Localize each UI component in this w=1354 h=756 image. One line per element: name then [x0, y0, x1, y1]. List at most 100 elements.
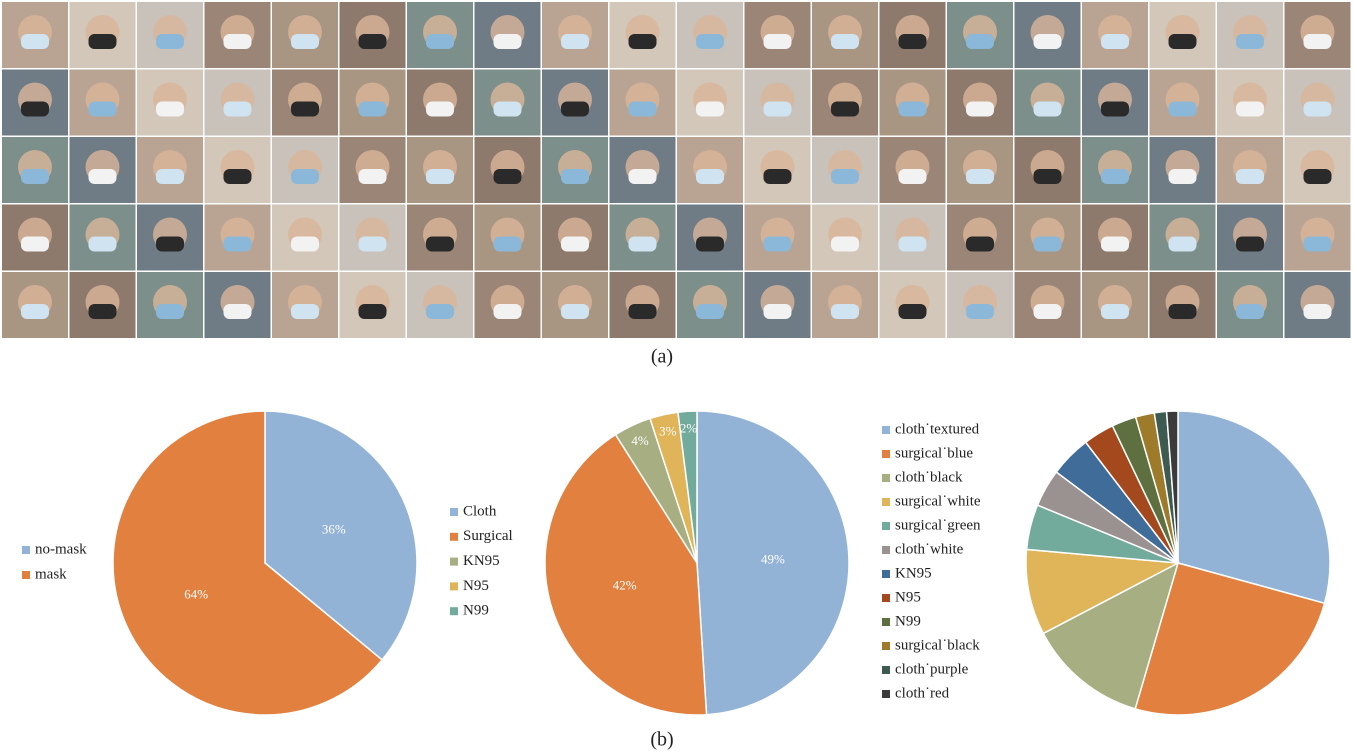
mask-shape	[21, 34, 49, 49]
mask-shape	[494, 237, 522, 252]
legend-swatch	[882, 522, 890, 530]
legend-swatch	[882, 546, 890, 554]
mask-shape	[291, 102, 319, 117]
mask-shape	[831, 169, 859, 184]
legend-swatch	[22, 546, 30, 554]
mask-shape	[1236, 169, 1264, 184]
mask-shape	[1101, 102, 1129, 117]
legend-label: KN95	[895, 565, 932, 581]
mask-shape	[899, 304, 927, 319]
legend-swatch	[450, 607, 458, 615]
value-label: 36%	[322, 522, 346, 537]
mask-shape	[426, 34, 454, 49]
mask-shape	[89, 102, 117, 117]
legend-label: surgical˙green	[895, 517, 981, 533]
mask-shape	[291, 304, 319, 319]
mask-shape	[291, 237, 319, 252]
mask-shape	[764, 237, 792, 252]
legend-label: N95	[463, 578, 489, 594]
mask-shape	[966, 237, 994, 252]
legend-label: KN95	[463, 553, 500, 569]
mask-shape	[359, 169, 387, 184]
mask-shape	[224, 304, 252, 319]
legend-label: cloth˙black	[895, 469, 963, 485]
mask-shape	[291, 34, 319, 49]
mask-shape	[426, 237, 454, 252]
mask-shape	[764, 102, 792, 117]
mask-shape	[1304, 102, 1332, 117]
mask-shape	[426, 169, 454, 184]
legend-swatch	[882, 474, 890, 482]
mask-shape	[1101, 34, 1129, 49]
mask-shape	[359, 102, 387, 117]
mask-shape	[156, 169, 184, 184]
mask-shape	[1236, 34, 1264, 49]
legend-label: N95	[895, 589, 921, 605]
mask-shape	[1169, 34, 1197, 49]
legend-label: no-mask	[35, 541, 87, 557]
mask-shape	[1304, 304, 1332, 319]
legend-label: cloth˙purple	[895, 661, 969, 677]
mask-shape	[1236, 304, 1264, 319]
legend-swatch	[882, 690, 890, 698]
mask-shape	[1169, 237, 1197, 252]
mask-shape	[359, 304, 387, 319]
mask-shape	[494, 34, 522, 49]
mask-shape	[696, 304, 724, 319]
legend-swatch	[450, 533, 458, 541]
mask-shape	[899, 102, 927, 117]
mask-shape	[21, 237, 49, 252]
value-label: 3%	[659, 423, 677, 438]
mask-shape	[1169, 102, 1197, 117]
mask-shape	[899, 34, 927, 49]
legend-label: cloth˙textured	[895, 421, 980, 437]
mask-shape	[1101, 169, 1129, 184]
legend-label: surgical˙blue	[895, 445, 973, 461]
mask-shape	[156, 34, 184, 49]
mask-shape	[156, 237, 184, 252]
mask-shape	[629, 34, 657, 49]
mask-shape	[494, 169, 522, 184]
mask-shape	[696, 169, 724, 184]
caption: (a)	[651, 346, 673, 368]
mask-shape	[1101, 304, 1129, 319]
legend-swatch	[450, 558, 458, 566]
legend-label: N99	[463, 603, 489, 619]
value-label: 2%	[680, 420, 698, 435]
mask-shape	[1304, 34, 1332, 49]
mask-shape	[359, 237, 387, 252]
mask-shape	[966, 34, 994, 49]
legend-label: cloth˙white	[895, 541, 964, 557]
mask-shape	[426, 304, 454, 319]
mask-shape	[966, 102, 994, 117]
legend-label: surgical˙white	[895, 493, 981, 509]
mask-shape	[561, 237, 589, 252]
mask-shape	[831, 102, 859, 117]
legend-swatch	[882, 450, 890, 458]
mask-shape	[629, 304, 657, 319]
legend-swatch	[882, 618, 890, 626]
mask-shape	[1304, 237, 1332, 252]
mask-shape	[831, 237, 859, 252]
mask-shape	[494, 102, 522, 117]
mask-shape	[966, 304, 994, 319]
legend-swatch	[882, 642, 890, 650]
mask-shape	[629, 169, 657, 184]
mask-shape	[629, 237, 657, 252]
mask-shape	[899, 237, 927, 252]
mask-shape	[224, 237, 252, 252]
mask-shape	[764, 34, 792, 49]
legend-label: N99	[895, 613, 921, 629]
page: (a) (b) 36%64%no-maskmask49%42%4%3%2%Clo…	[0, 0, 1354, 756]
mask-shape	[224, 169, 252, 184]
mask-shape	[21, 169, 49, 184]
legend-label: cloth˙red	[895, 685, 950, 701]
legend-label: surgical˙black	[895, 637, 980, 653]
mask-shape	[156, 102, 184, 117]
mask-shape	[291, 169, 319, 184]
mask-shape	[764, 169, 792, 184]
mask-shape	[359, 34, 387, 49]
legend-swatch	[882, 570, 890, 578]
mask-shape	[1169, 304, 1197, 319]
legend-swatch	[450, 582, 458, 590]
